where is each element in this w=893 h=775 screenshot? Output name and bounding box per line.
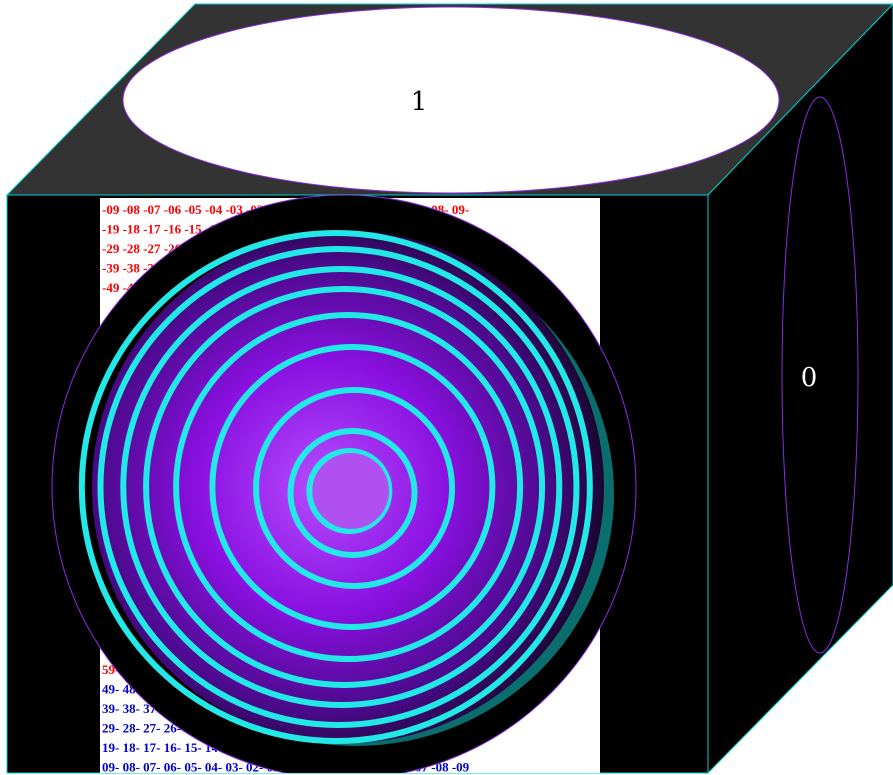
ring bbox=[253, 387, 456, 589]
ring bbox=[120, 266, 563, 708]
ring bbox=[78, 230, 593, 744]
side-face-label: 0 bbox=[801, 363, 818, 393]
ring bbox=[143, 286, 546, 688]
concentric-rings bbox=[78, 230, 593, 744]
side-ellipse bbox=[781, 96, 859, 654]
ring bbox=[97, 246, 580, 728]
ring bbox=[173, 312, 524, 662]
ring bbox=[209, 344, 496, 630]
ring bbox=[306, 448, 393, 534]
disc-core bbox=[313, 453, 389, 529]
top-ellipse bbox=[122, 6, 780, 194]
ring bbox=[287, 428, 418, 558]
top-face-label: 1 bbox=[411, 87, 428, 117]
